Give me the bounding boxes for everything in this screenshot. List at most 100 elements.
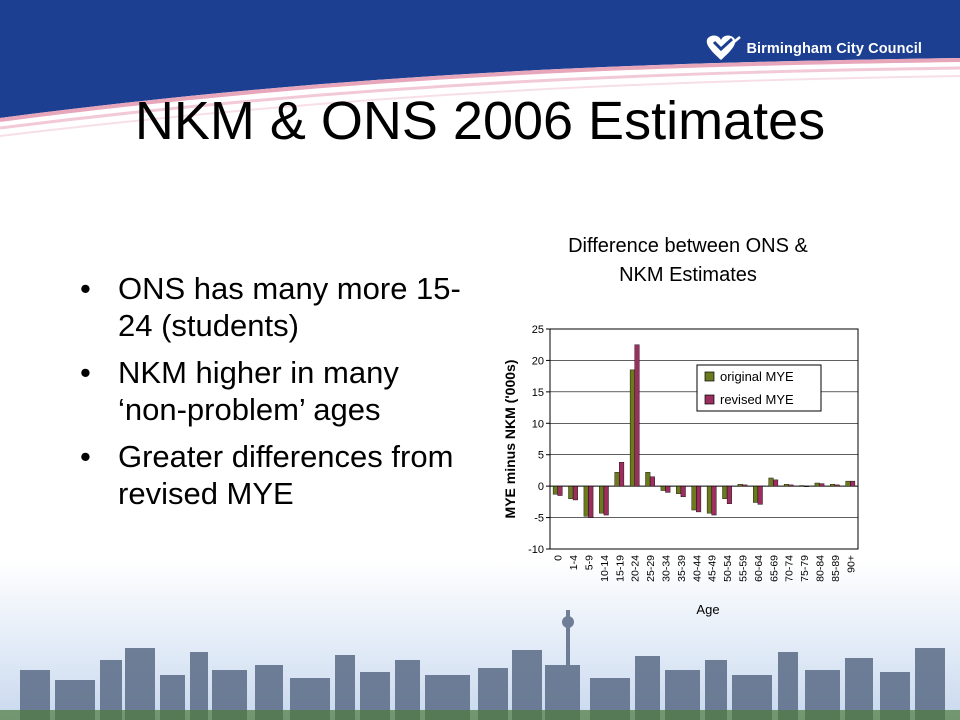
bar-original-1-4 bbox=[568, 485, 574, 499]
bar-original-45-49 bbox=[706, 485, 712, 514]
x-tick-label: 15-19 bbox=[614, 555, 626, 582]
legend-label-revised: revised MYE bbox=[720, 392, 794, 407]
bar-original-35-39 bbox=[676, 485, 682, 494]
x-tick-label: 65-69 bbox=[768, 555, 780, 582]
x-tick-label: 60-64 bbox=[753, 555, 765, 582]
bullet-marker: • bbox=[80, 439, 91, 474]
bullet-marker: • bbox=[80, 271, 91, 306]
bar-original-55-59 bbox=[737, 484, 743, 487]
city-skyline-image bbox=[0, 560, 960, 720]
x-tick-label: 0 bbox=[553, 555, 565, 561]
bar-revised-40-44 bbox=[696, 485, 702, 513]
y-tick-label: -10 bbox=[528, 544, 544, 556]
bar-revised-20-24 bbox=[634, 344, 640, 487]
y-tick-label: 5 bbox=[538, 450, 544, 462]
bar-original-15-19 bbox=[614, 472, 620, 487]
bar-revised-35-39 bbox=[680, 485, 686, 498]
bar-revised-60-64 bbox=[757, 485, 763, 505]
x-tick-label: 35-39 bbox=[676, 555, 688, 582]
bar-original-30-34 bbox=[660, 485, 666, 491]
chart-title-line: Difference between ONS & bbox=[568, 235, 808, 257]
bullet-list: • ONS has many more 15-24 (students) • NKM… bbox=[80, 270, 470, 522]
x-tick-label: 80-84 bbox=[815, 555, 827, 582]
bar-revised-50-54 bbox=[726, 485, 732, 504]
legend-swatch-revised bbox=[704, 394, 715, 405]
bar-original-80-84 bbox=[814, 482, 820, 487]
x-axis-ticks: 0 1-4 5-9 10-14 15-19 20-24 25-29 30-34 35-39 40-… bbox=[553, 555, 858, 582]
x-tick-label: 85-89 bbox=[830, 555, 842, 582]
bar-original-10-14 bbox=[599, 485, 605, 514]
heart-shield-logo-icon bbox=[707, 35, 742, 60]
bar-revised-25-29 bbox=[649, 476, 655, 487]
legend-swatch-original bbox=[704, 371, 715, 382]
plot-area bbox=[549, 328, 859, 550]
bullet-text: Greater differences from revised MYE bbox=[118, 439, 454, 511]
bullet-text: NKM higher in many ‘non-problem’ ages bbox=[118, 355, 399, 427]
y-tick-label: 0 bbox=[538, 481, 544, 493]
x-tick-label: 45-49 bbox=[707, 555, 719, 582]
bar-revised-85-89 bbox=[834, 484, 840, 487]
bullet-item: • NKM higher in many ‘non-problem’ ages bbox=[80, 354, 470, 428]
bar-revised-65-69 bbox=[773, 479, 779, 487]
bar-original-40-44 bbox=[691, 485, 697, 511]
difference-bar-chart: Difference between ONS & NKM Estimates -… bbox=[502, 235, 859, 617]
chart-title: Difference between ONS & NKM Estimates bbox=[568, 235, 808, 286]
bars bbox=[552, 344, 856, 518]
x-tick-label: 70-74 bbox=[784, 555, 796, 582]
bar-original-85-89 bbox=[830, 484, 836, 487]
bar-original-70-74 bbox=[783, 484, 789, 487]
legend-label-original: original MYE bbox=[720, 369, 794, 384]
bar-revised-80-84 bbox=[819, 483, 825, 487]
bar-original-5-9 bbox=[583, 485, 589, 517]
bar-revised-55-59 bbox=[742, 484, 748, 487]
bar-revised-10-14 bbox=[603, 485, 609, 516]
x-tick-label: 55-59 bbox=[738, 555, 750, 582]
y-tick-label: 15 bbox=[532, 387, 544, 399]
bar-revised-0 bbox=[557, 485, 563, 496]
chart-legend: original MYE revised MYE bbox=[696, 364, 822, 412]
bar-revised-45-49 bbox=[711, 485, 717, 516]
y-tick-label: 10 bbox=[532, 418, 544, 430]
x-tick-label: 25-29 bbox=[645, 555, 657, 582]
bar-original-65-69 bbox=[768, 477, 774, 487]
bar-original-50-54 bbox=[722, 485, 728, 499]
bullet-item: • Greater differences from revised MYE bbox=[80, 438, 470, 512]
bar-original-75-79 bbox=[799, 485, 805, 487]
x-tick-label: 75-79 bbox=[799, 555, 811, 582]
header-banner bbox=[0, 0, 960, 137]
x-tick-label: 1-4 bbox=[568, 555, 580, 570]
x-tick-label: 40-44 bbox=[691, 555, 703, 582]
bullet-marker: • bbox=[80, 355, 91, 390]
bar-revised-70-74 bbox=[788, 484, 794, 487]
bar-revised-90+ bbox=[850, 480, 856, 487]
bullet-item: • ONS has many more 15-24 (students) bbox=[80, 270, 470, 344]
x-tick-label: 30-34 bbox=[661, 555, 673, 582]
bar-revised-15-19 bbox=[619, 462, 625, 487]
x-tick-label: 10-14 bbox=[599, 555, 611, 582]
y-tick-label: -5 bbox=[534, 513, 544, 525]
council-logo: Birmingham City Council bbox=[706, 34, 922, 64]
bar-revised-1-4 bbox=[572, 485, 578, 501]
bar-original-20-24 bbox=[629, 369, 635, 487]
y-tick-label: 25 bbox=[532, 324, 544, 336]
y-axis-ticks: -10 -5 0 5 10 15 20 25 bbox=[528, 324, 550, 556]
x-axis-label: Age bbox=[696, 602, 719, 617]
bar-original-0 bbox=[552, 485, 558, 495]
x-tick-label: 5-9 bbox=[584, 555, 596, 570]
bar-original-25-29 bbox=[645, 472, 651, 487]
logo-text: Birmingham City Council bbox=[746, 41, 922, 57]
x-tick-label: 20-24 bbox=[630, 555, 642, 582]
chart-title-line: NKM Estimates bbox=[619, 264, 757, 286]
bar-original-60-64 bbox=[753, 485, 759, 503]
bullet-text: ONS has many more 15-24 (students) bbox=[118, 271, 461, 343]
slide-title: NKM & ONS 2006 Estimates bbox=[134, 91, 826, 151]
y-tick-label: 20 bbox=[532, 355, 544, 367]
bar-revised-75-79 bbox=[803, 485, 809, 487]
x-tick-label: 50-54 bbox=[722, 555, 734, 582]
x-tick-label: 90+ bbox=[845, 555, 857, 573]
bar-original-90+ bbox=[845, 480, 851, 487]
legend-box bbox=[696, 364, 822, 412]
bar-revised-5-9 bbox=[588, 485, 594, 518]
y-axis-label: MYE minus NKM ('000s) bbox=[502, 360, 518, 519]
